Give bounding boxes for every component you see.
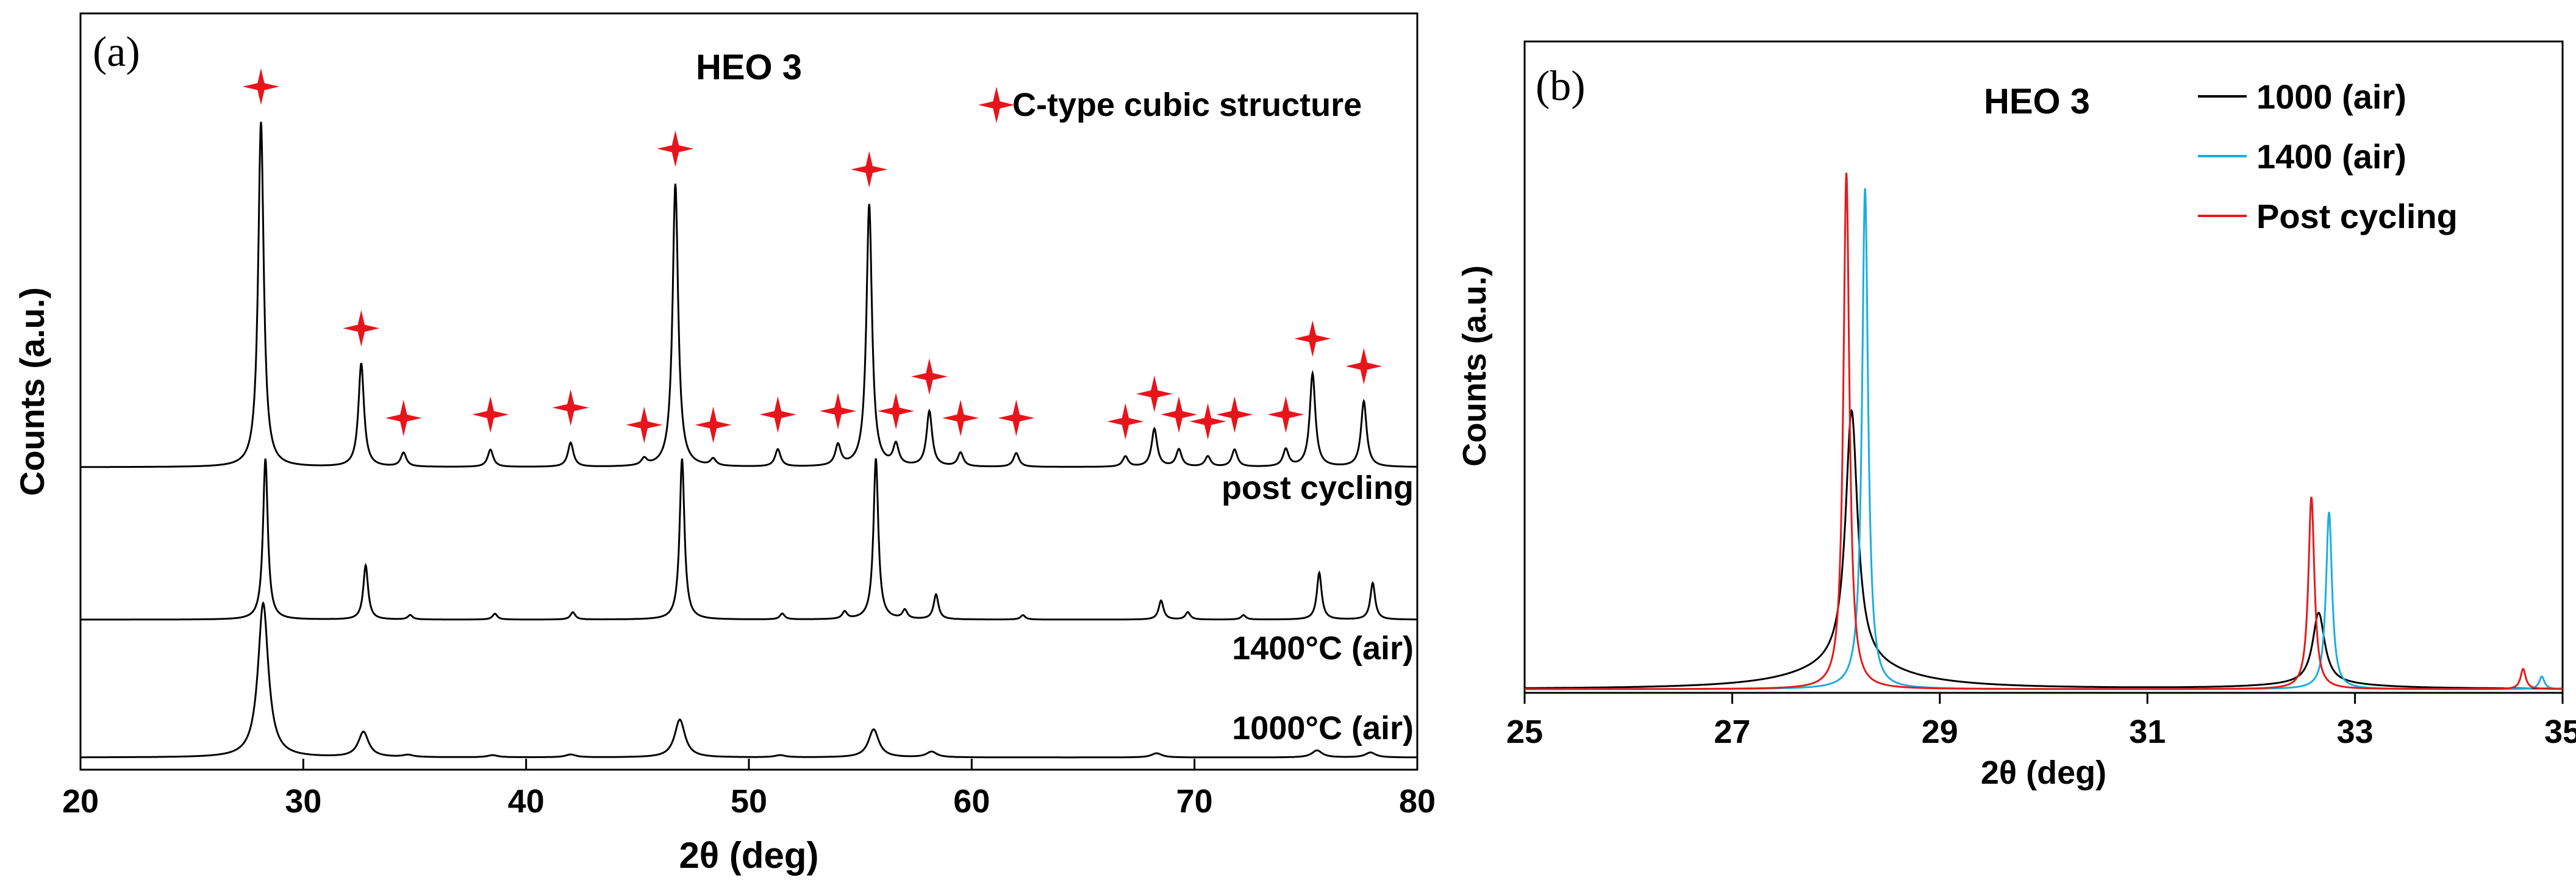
- x-tick-label-b-2: 29: [1922, 714, 1958, 750]
- marker-legend-label: C-type cubic structure: [1012, 87, 1362, 123]
- star-marker-7: [695, 406, 732, 443]
- star-marker-15: [1107, 403, 1144, 440]
- panel-a-traces: [80, 121, 1418, 759]
- x-tick-label-b-1: 27: [1714, 714, 1750, 750]
- panel-b-label: (b): [1536, 63, 1586, 110]
- star-marker-0: [242, 68, 279, 105]
- panel-b-y-label: Counts (a.u.): [1456, 265, 1493, 467]
- star-marker-19: [1216, 396, 1253, 433]
- panel-a-title: HEO 3: [696, 48, 802, 87]
- legend-label-1: 1400 (air): [2256, 137, 2406, 176]
- star-marker-6: [657, 130, 694, 167]
- star-marker-21: [1294, 320, 1331, 357]
- x-tick-label-a-0: 20: [62, 783, 99, 820]
- panel-a-marker-legend: C-type cubic structure: [978, 87, 1362, 123]
- panel-a-x-axis: 20 30 40 50 60 70 80: [62, 759, 1436, 820]
- star-marker-5: [626, 406, 663, 443]
- panel-b-x-axis: 25 27 29 31 33 35: [1506, 693, 2576, 750]
- star-marker-9: [820, 393, 857, 429]
- x-tick-label-a-1: 30: [285, 783, 321, 820]
- star-marker-4: [552, 389, 589, 426]
- x-tick-label-b-0: 25: [1506, 714, 1543, 750]
- x-tick-label-a-2: 40: [508, 783, 545, 820]
- star-marker-13: [942, 399, 979, 437]
- star-marker-2: [385, 399, 422, 437]
- trace-a-1: [80, 458, 1418, 621]
- star-marker-8: [759, 396, 796, 433]
- panel-a: (a) HEO 3 C-type cubic structure post cy…: [13, 12, 1436, 876]
- trace-a-0: [80, 121, 1417, 468]
- star-marker-1: [343, 310, 380, 347]
- panel-a-frame: [79, 12, 1419, 771]
- series-label-1000: 1000°C (air): [1232, 710, 1414, 747]
- star-marker-18: [1189, 403, 1226, 440]
- panel-a-y-label: Counts (a.u.): [13, 287, 51, 496]
- trace-b-2: [1525, 173, 2563, 690]
- star-marker-14: [998, 399, 1035, 437]
- x-tick-label-b-5: 35: [2544, 714, 2576, 750]
- x-tick-label-b-3: 31: [2129, 714, 2166, 750]
- x-tick-label-a-4: 60: [953, 783, 990, 820]
- panel-a-star-markers: [242, 68, 1383, 443]
- legend-label-0: 1000 (air): [2256, 77, 2406, 116]
- star-marker-20: [1267, 396, 1304, 433]
- star-marker-16: [1136, 375, 1173, 412]
- panel-b-legend: 1000 (air) 1400 (air) Post cycling: [2198, 77, 2458, 235]
- panel-b-traces: [1525, 173, 2563, 690]
- trace-b-0: [1525, 408, 2563, 690]
- panel-b: (b) HEO 3 1000 (air) 1400 (air) Post cycli…: [1456, 40, 2576, 791]
- star-marker-17: [1161, 396, 1198, 433]
- x-tick-label-b-4: 33: [2337, 714, 2374, 750]
- panel-b-title: HEO 3: [1984, 82, 2090, 121]
- star-marker-10: [851, 151, 888, 188]
- legend-label-2: Post cycling: [2256, 197, 2458, 235]
- legend-star-marker: [978, 87, 1015, 123]
- star-marker-11: [878, 393, 915, 429]
- star-marker-3: [472, 396, 509, 433]
- x-tick-label-a-5: 70: [1176, 783, 1213, 820]
- series-label-post-cycling: post cycling: [1222, 470, 1414, 506]
- panel-a-x-label: 2θ (deg): [679, 835, 818, 876]
- x-tick-label-a-3: 50: [731, 783, 767, 820]
- star-marker-12: [911, 358, 948, 395]
- x-tick-label-a-6: 80: [1399, 783, 1436, 820]
- series-label-1400: 1400°C (air): [1232, 630, 1414, 667]
- trace-a-2: [80, 601, 1417, 759]
- panel-b-frame: [1523, 40, 2564, 694]
- trace-b-1: [1525, 188, 2563, 690]
- star-marker-22: [1345, 348, 1383, 385]
- panel-b-x-label: 2θ (deg): [1981, 754, 2106, 791]
- panel-a-label: (a): [93, 29, 140, 76]
